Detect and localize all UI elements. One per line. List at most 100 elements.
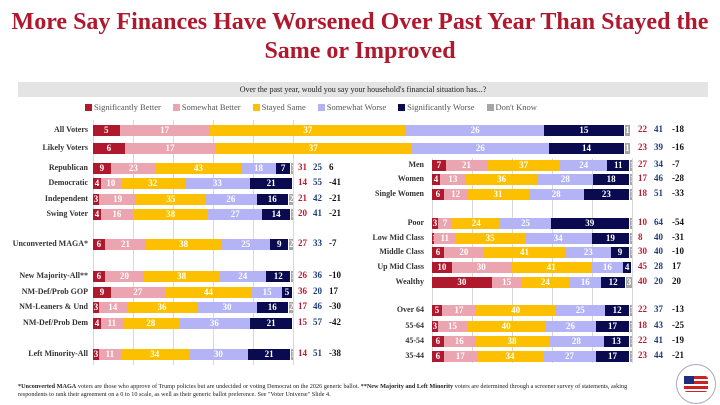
stacked-bar: 4163827141 [93,208,293,220]
total-worse: 46 [654,173,663,183]
bar-segment-significantly-worse: 16 [256,301,289,313]
total-better: 22 [638,335,647,345]
total-worse: 51 [654,188,663,198]
bar-segment-somewhat-worse: 28 [549,335,604,347]
net-score: -41 [329,177,341,187]
bar-segment-stayed-same: 37 [209,124,407,136]
stacked-bar: 6163828131 [432,335,632,347]
net-score: -25 [672,320,684,330]
bar-segment-somewhat-better: 17 [443,350,477,362]
net-score: -33 [672,188,684,198]
bar-segment-somewhat-better: 17 [119,124,210,136]
bar-segment-stayed-same: 36 [126,301,198,313]
legend-label: Significantly Better [94,102,161,112]
total-better: 31 [298,162,307,172]
bar-segment-don-t-know: 2 [288,301,293,313]
legend-swatch [85,104,92,111]
bar-segment-somewhat-worse: 16 [569,276,602,288]
gridline [293,120,294,365]
bar-segment-significantly-worse: 23 [583,188,630,200]
bar-segment-don-t-know: 1 [629,217,632,229]
legend-label: Don't Know [495,102,537,112]
total-better: 17 [638,173,647,183]
stacked-bar: 6203824121 [93,270,293,282]
bar-segment-don-t-know: 1 [290,270,293,282]
total-worse: 41 [313,208,322,218]
total-worse: 33 [313,238,322,248]
bar-segment-somewhat-better: 23 [110,162,157,174]
bar-segment-stayed-same: 28 [122,317,179,329]
total-better: 40 [638,276,647,286]
bar-segment-stayed-same: 35 [136,193,206,205]
bar-segment-stayed-same: 38 [132,208,209,220]
legend-item: Don't Know [486,102,537,112]
total-worse: 46 [313,301,322,311]
total-worse: 36 [313,270,322,280]
bar-segment-significantly-worse: 15 [544,124,624,136]
total-better: 22 [638,124,647,134]
legend-item: Somewhat Better [172,102,241,112]
bar-segment-somewhat-worse: 25 [500,217,551,229]
bar-segment-stayed-same: 31 [467,188,529,200]
bar-segment-significantly-better: 3 [93,193,99,205]
bar-segment-significantly-worse: 11 [607,159,630,171]
bar-segment-don-t-know: 1 [290,208,293,220]
total-better: 21 [298,193,307,203]
bar-segment-somewhat-better: 20 [104,270,145,282]
bar-segment-somewhat-better: 16 [100,208,133,220]
bar-segment-significantly-better: 6 [93,238,105,250]
total-worse: 51 [313,348,322,358]
row-label: Women [397,174,424,183]
net-score: 20 [672,276,681,286]
legend-label: Significantly Worse [407,102,475,112]
bar-segment-don-t-know: 1 [629,246,632,258]
row-label: Wealthy [395,277,424,286]
bar-segment-significantly-worse: 9 [611,246,629,258]
net-score: -13 [672,304,684,314]
footnote-bold-2: **New Majority and Left Minority [360,383,454,390]
bar-segment-significantly-better: 6 [432,188,444,200]
bar-segment-somewhat-better: 13 [439,173,466,185]
bar-segment-significantly-better: 1 [432,232,434,244]
bar-segment-somewhat-worse: 33 [184,177,251,189]
bar-segment-stayed-same: 24 [521,276,570,288]
gridline [472,158,473,363]
bar-segment-don-t-know: 0 [292,177,294,189]
net-score: 17 [672,261,681,271]
bar-segment-stayed-same: 38 [474,335,550,347]
bar-segment-somewhat-worse: 26 [205,193,257,205]
bar-segment-significantly-better: 4 [432,173,440,185]
stacked-bar: 30 15 24 16 12 3 [432,276,632,288]
stacked-bar: 3143630162 [93,301,293,313]
bar-segment-somewhat-worse: 27 [208,208,263,220]
footnote: *Unconverted MAGA voters are those who a… [18,383,638,399]
total-worse: 64 [654,217,663,227]
row-label: Left Minority-All [28,349,88,358]
logo [676,364,716,404]
legend-swatch [486,104,494,111]
stacked-bar: 6 17 37 26 14 1 [93,142,630,154]
legend-swatch [172,104,180,111]
footnote-bold-1: *Unconverted MAGA [18,383,77,390]
row-label: NM-Def/Prob GOP [21,287,88,296]
bar-segment-somewhat-better: 11 [433,232,456,244]
row-label: Poor [407,218,424,227]
stacked-bar: 1113534191 [432,232,632,244]
bar-segment-somewhat-better: 21 [445,159,488,171]
net-score: -30 [329,301,341,311]
bar-segment-somewhat-better: 21 [104,238,147,250]
row-label: NM-Def/Prob Dem [23,318,88,327]
bar-segment-somewhat-better: 30 [451,261,511,273]
bar-segment-somewhat-worse: 28 [537,173,594,185]
stacked-bar: 923431871 [93,162,293,174]
total-worse: 28 [654,261,663,271]
bar-segment-somewhat-better: 11 [100,317,123,329]
total-better: 14 [298,348,307,358]
stacked-bar: 1030411640 [432,261,632,273]
row-label: Swing Voter [46,209,88,218]
total-worse: 41 [654,335,663,345]
legend-item: Significantly Worse [398,102,475,112]
total-worse: 34 [654,159,663,169]
